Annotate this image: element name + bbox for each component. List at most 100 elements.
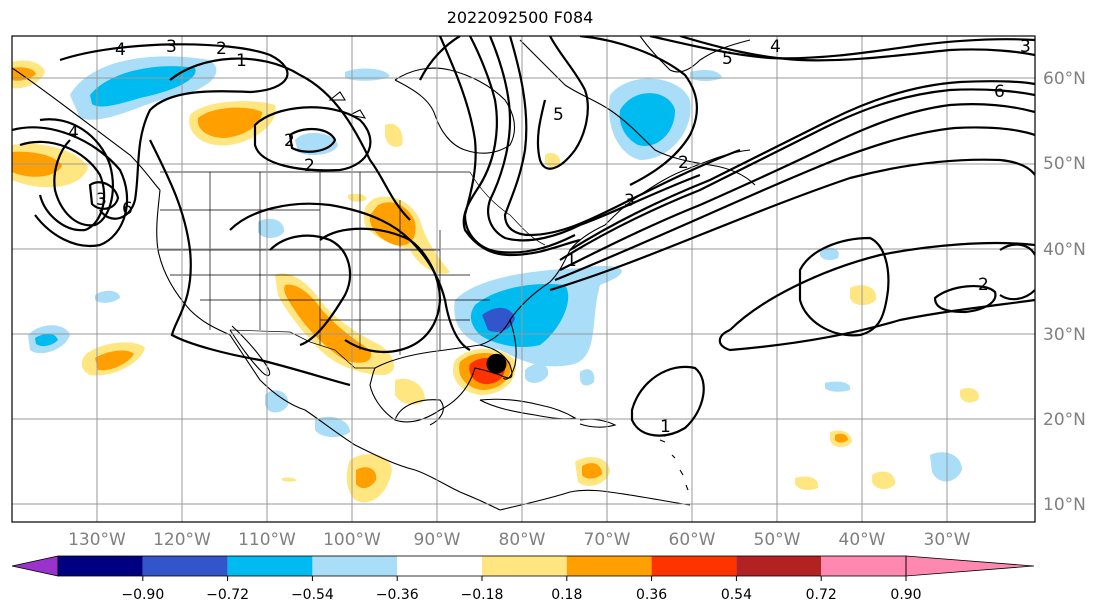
longitude-label: 50°W xyxy=(754,530,801,550)
colorbar: −0.90 −0.72 −0.54 −0.36 −0.18 0.18 0.36 … xyxy=(11,555,1035,603)
contour-label: 2 xyxy=(304,156,315,176)
shade-negative-small-10 xyxy=(580,369,595,386)
contour-atlantic-1 xyxy=(559,88,1035,261)
shade-positive-atlantic-4 xyxy=(960,388,979,403)
border-states-b xyxy=(158,209,490,321)
latitude-axis: 60°N 50°N 40°N 30°N 20°N 10°N xyxy=(1043,69,1086,515)
longitude-label: 30°W xyxy=(924,530,971,550)
shade-negative-small-7 xyxy=(525,363,549,383)
longitude-label: 100°W xyxy=(323,530,381,550)
longitude-axis: 130°W 120°W 110°W 100°W 90°W 80°W 70°W 6… xyxy=(68,530,971,550)
contour-subtropical-high-2 xyxy=(798,236,890,337)
map-frame xyxy=(11,35,1036,523)
shade-negative-canada-core xyxy=(619,93,675,146)
colorbar-tick-label: 0.18 xyxy=(551,587,582,603)
shade-positive-alaska-core xyxy=(12,67,36,81)
longitude-label: 80°W xyxy=(499,530,546,550)
shade-negative-hudson xyxy=(295,132,338,156)
shade-positive-small-4 xyxy=(282,477,297,482)
height-contours xyxy=(12,36,1035,437)
contour-atlantic-3 xyxy=(559,103,1035,271)
colorbar-extend-high xyxy=(905,555,1035,577)
coast-us-east xyxy=(509,149,751,321)
shade-negative-east-pacific-core xyxy=(35,333,58,347)
shade-positive-atlantic-5 xyxy=(795,476,819,491)
contour-atlantic-north-2 xyxy=(679,36,1035,62)
border-us-mexico xyxy=(229,329,375,369)
contour-east-trough-4 xyxy=(503,36,741,237)
contour-east-closed xyxy=(999,243,1035,301)
contour-atlantic-2 xyxy=(569,80,1035,251)
colorbar-ticks xyxy=(142,576,907,581)
contour-atlantic-5 xyxy=(549,158,1035,292)
contour-label: 5 xyxy=(553,105,564,125)
contour-east-trough-3 xyxy=(487,36,701,242)
coast-caribbean-islands xyxy=(659,439,689,491)
coast-arctic-islands xyxy=(328,91,367,119)
colorbar-tick-label: −0.90 xyxy=(121,587,164,603)
colorbar-tick-label: 0.90 xyxy=(890,587,921,603)
latitude-label: 40°N xyxy=(1043,240,1086,260)
contour-label: 2 xyxy=(216,39,227,59)
contour-east-trough-1 xyxy=(419,36,581,257)
contour-label: 1 xyxy=(660,417,671,437)
latitude-label: 10°N xyxy=(1043,495,1086,515)
contour-west-trough-5 xyxy=(88,181,120,210)
colorbar-segment xyxy=(58,556,143,576)
shade-negative-small-3 xyxy=(265,390,289,413)
latitude-label: 30°N xyxy=(1043,325,1086,345)
border-states-a xyxy=(209,172,441,355)
colorbar-tick-label: −0.18 xyxy=(461,587,504,603)
colorbar-segment xyxy=(227,556,313,576)
shade-positive-small-3 xyxy=(348,193,367,202)
graticule xyxy=(12,36,1035,522)
shade-positive-caribbean-core xyxy=(582,463,602,479)
shade-negative-pacific-nw-core xyxy=(90,66,196,107)
contour-labels: 4 3 2 1 2 2 3 4 5 6 5 4 6 3 2 1 1 2 3 xyxy=(68,37,1031,437)
contour-east-trough-2 xyxy=(438,36,576,254)
contour-label: 3 xyxy=(624,191,635,211)
longitude-label: 70°W xyxy=(584,530,631,550)
colorbar-segment xyxy=(821,556,906,576)
shade-positive-atlantic-2-core xyxy=(835,433,848,443)
shade-positive-east-pacific-core xyxy=(95,350,134,371)
latitude-label: 20°N xyxy=(1043,410,1086,430)
coast-south-america xyxy=(499,489,691,511)
contour-label: 2 xyxy=(978,275,989,295)
longitude-label: 60°W xyxy=(669,530,716,550)
contour-ridge-1 xyxy=(169,57,411,221)
colorbar-segment xyxy=(651,556,737,576)
contour-west-trough-3 xyxy=(19,140,105,232)
contour-label: 2 xyxy=(284,131,295,151)
contour-atlantic-north xyxy=(649,36,1035,60)
shade-positive-atlantic-1 xyxy=(850,285,877,306)
shade-positive-small-2 xyxy=(385,123,403,147)
longitude-label: 110°W xyxy=(238,530,296,550)
colorbar-segment xyxy=(482,556,567,576)
colorbar-segment xyxy=(312,556,398,576)
longitude-label: 130°W xyxy=(68,530,126,550)
contour-west-trough-1 xyxy=(59,43,289,220)
contour-west-trough-4 xyxy=(12,126,129,248)
colorbar-tick-label: −0.54 xyxy=(291,587,334,603)
coast-hudson-bay xyxy=(394,67,516,154)
shade-positive-atlantic-3 xyxy=(872,471,896,490)
contour-caribbean-low xyxy=(630,365,705,437)
contour-ridge-4 xyxy=(269,234,352,347)
coast-gulf-of-mexico xyxy=(369,344,513,423)
colorbar-tick-label: 0.72 xyxy=(806,587,837,603)
shade-negative-small-2 xyxy=(95,290,120,303)
longitude-label: 120°W xyxy=(153,530,211,550)
coast-central-america xyxy=(414,469,501,511)
contour-label: 1 xyxy=(236,51,247,71)
contour-atlantic-4 xyxy=(554,126,1035,282)
coast-baja-california xyxy=(229,325,271,377)
longitude-label: 90°W xyxy=(414,530,461,550)
contour-west-trough-2 xyxy=(39,118,114,227)
contour-label: 6 xyxy=(122,199,133,219)
colorbar-segment xyxy=(142,556,228,576)
contour-label: 3 xyxy=(96,190,107,210)
colorbar-segment xyxy=(397,556,482,576)
contour-ridge-5 xyxy=(319,227,442,354)
contour-label: 6 xyxy=(994,82,1005,102)
